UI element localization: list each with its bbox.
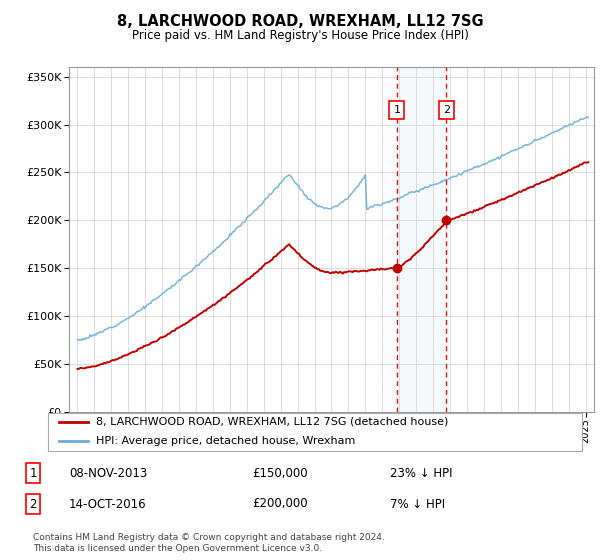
Text: 14-OCT-2016: 14-OCT-2016	[69, 497, 146, 511]
Text: £150,000: £150,000	[252, 466, 308, 480]
Text: £200,000: £200,000	[252, 497, 308, 511]
Text: 23% ↓ HPI: 23% ↓ HPI	[390, 466, 452, 480]
Text: 7% ↓ HPI: 7% ↓ HPI	[390, 497, 445, 511]
Text: 1: 1	[394, 105, 400, 115]
Text: 1: 1	[29, 466, 37, 480]
Text: Price paid vs. HM Land Registry's House Price Index (HPI): Price paid vs. HM Land Registry's House …	[131, 29, 469, 42]
Text: 2: 2	[29, 497, 37, 511]
Text: HPI: Average price, detached house, Wrexham: HPI: Average price, detached house, Wrex…	[96, 436, 355, 446]
Bar	[397, 67, 446, 412]
Text: Contains HM Land Registry data © Crown copyright and database right 2024.
This d: Contains HM Land Registry data © Crown c…	[33, 533, 385, 553]
Text: 2: 2	[443, 105, 450, 115]
FancyBboxPatch shape	[48, 413, 582, 451]
Text: 08-NOV-2013: 08-NOV-2013	[69, 466, 147, 480]
Text: 8, LARCHWOOD ROAD, WREXHAM, LL12 7SG (detached house): 8, LARCHWOOD ROAD, WREXHAM, LL12 7SG (de…	[96, 417, 448, 427]
Text: 8, LARCHWOOD ROAD, WREXHAM, LL12 7SG: 8, LARCHWOOD ROAD, WREXHAM, LL12 7SG	[116, 14, 484, 29]
